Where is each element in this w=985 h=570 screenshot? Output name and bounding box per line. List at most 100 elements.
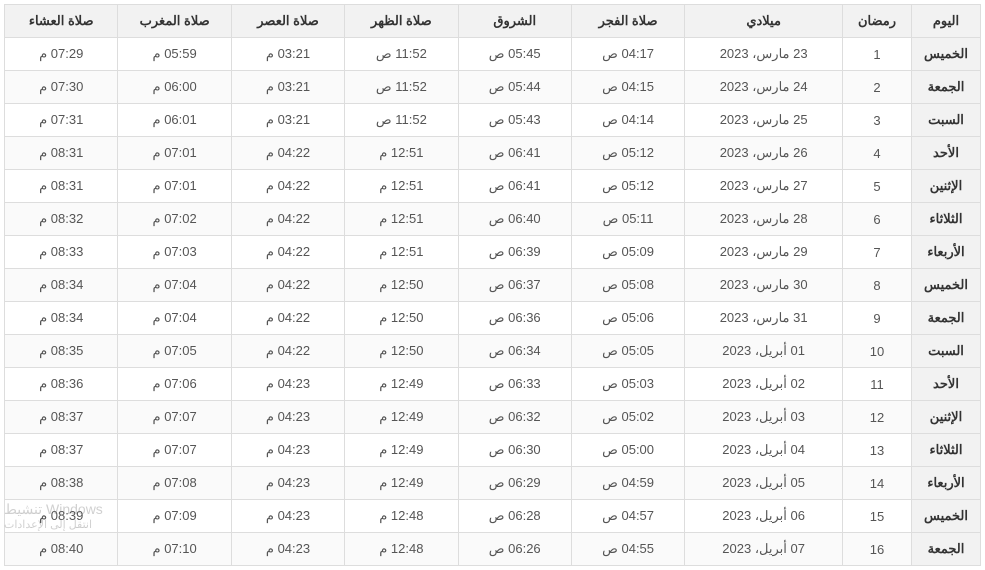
cell-fajr: 05:12 ص <box>571 137 684 170</box>
cell-asr: 03:21 م <box>231 38 344 71</box>
cell-date: 06 أبريل، 2023 <box>685 500 843 533</box>
table-row: الأحد426 مارس، 202305:12 ص06:41 ص12:51 م… <box>5 137 981 170</box>
cell-ramadan: 2 <box>843 71 912 104</box>
cell-dhuhr: 12:49 م <box>345 434 458 467</box>
cell-ramadan: 8 <box>843 269 912 302</box>
table-row: الجمعة931 مارس، 202305:06 ص06:36 ص12:50 … <box>5 302 981 335</box>
cell-fajr: 05:00 ص <box>571 434 684 467</box>
cell-isha: 07:29 م <box>5 38 118 71</box>
table-row: الثلاثاء628 مارس، 202305:11 ص06:40 ص12:5… <box>5 203 981 236</box>
cell-fajr: 04:15 ص <box>571 71 684 104</box>
cell-maghrib: 07:04 م <box>118 302 231 335</box>
cell-isha: 08:35 م <box>5 335 118 368</box>
cell-ramadan: 10 <box>843 335 912 368</box>
table-row: الخميس1506 أبريل، 202304:57 ص06:28 ص12:4… <box>5 500 981 533</box>
cell-day: الثلاثاء <box>912 434 981 467</box>
cell-sunrise: 06:39 ص <box>458 236 571 269</box>
cell-ramadan: 3 <box>843 104 912 137</box>
cell-asr: 04:23 م <box>231 500 344 533</box>
table-header-row: اليومرمضانميلاديصلاة الفجرالشروقصلاة الظ… <box>5 5 981 38</box>
column-header-date: ميلادي <box>685 5 843 38</box>
table-row: الثلاثاء1304 أبريل، 202305:00 ص06:30 ص12… <box>5 434 981 467</box>
cell-ramadan: 16 <box>843 533 912 566</box>
cell-isha: 08:37 م <box>5 401 118 434</box>
cell-sunrise: 05:44 ص <box>458 71 571 104</box>
cell-day: السبت <box>912 104 981 137</box>
cell-ramadan: 12 <box>843 401 912 434</box>
cell-day: الجمعة <box>912 533 981 566</box>
column-header-ramadan: رمضان <box>843 5 912 38</box>
cell-asr: 03:21 م <box>231 104 344 137</box>
cell-maghrib: 07:07 م <box>118 434 231 467</box>
cell-ramadan: 11 <box>843 368 912 401</box>
cell-isha: 07:31 م <box>5 104 118 137</box>
column-header-maghrib: صلاة المغرب <box>118 5 231 38</box>
cell-isha: 07:30 م <box>5 71 118 104</box>
cell-dhuhr: 12:49 م <box>345 401 458 434</box>
cell-asr: 04:22 م <box>231 236 344 269</box>
cell-day: الخميس <box>912 269 981 302</box>
cell-asr: 03:21 م <box>231 71 344 104</box>
cell-maghrib: 07:03 م <box>118 236 231 269</box>
cell-day: الأحد <box>912 137 981 170</box>
cell-dhuhr: 12:51 م <box>345 170 458 203</box>
column-header-fajr: صلاة الفجر <box>571 5 684 38</box>
cell-sunrise: 06:32 ص <box>458 401 571 434</box>
cell-fajr: 05:06 ص <box>571 302 684 335</box>
table-row: السبت1001 أبريل، 202305:05 ص06:34 ص12:50… <box>5 335 981 368</box>
cell-isha: 08:32 م <box>5 203 118 236</box>
cell-maghrib: 07:05 م <box>118 335 231 368</box>
cell-ramadan: 7 <box>843 236 912 269</box>
cell-date: 24 مارس، 2023 <box>685 71 843 104</box>
cell-day: السبت <box>912 335 981 368</box>
cell-dhuhr: 11:52 ص <box>345 104 458 137</box>
cell-day: الجمعة <box>912 71 981 104</box>
cell-maghrib: 07:02 م <box>118 203 231 236</box>
cell-isha: 08:31 م <box>5 170 118 203</box>
cell-date: 23 مارس، 2023 <box>685 38 843 71</box>
cell-dhuhr: 12:51 م <box>345 236 458 269</box>
cell-date: 30 مارس، 2023 <box>685 269 843 302</box>
cell-dhuhr: 11:52 ص <box>345 38 458 71</box>
column-header-sunrise: الشروق <box>458 5 571 38</box>
cell-sunrise: 06:30 ص <box>458 434 571 467</box>
cell-sunrise: 05:43 ص <box>458 104 571 137</box>
cell-sunrise: 06:41 ص <box>458 170 571 203</box>
cell-asr: 04:23 م <box>231 401 344 434</box>
cell-day: الخميس <box>912 38 981 71</box>
cell-fajr: 05:05 ص <box>571 335 684 368</box>
cell-date: 29 مارس، 2023 <box>685 236 843 269</box>
cell-sunrise: 06:40 ص <box>458 203 571 236</box>
cell-date: 01 أبريل، 2023 <box>685 335 843 368</box>
cell-day: الإثنين <box>912 170 981 203</box>
table-row: الأحد1102 أبريل، 202305:03 ص06:33 ص12:49… <box>5 368 981 401</box>
cell-date: 27 مارس، 2023 <box>685 170 843 203</box>
cell-isha: 08:37 م <box>5 434 118 467</box>
cell-sunrise: 06:41 ص <box>458 137 571 170</box>
cell-day: الأحد <box>912 368 981 401</box>
cell-isha: 08:33 م <box>5 236 118 269</box>
cell-date: 26 مارس، 2023 <box>685 137 843 170</box>
cell-sunrise: 06:26 ص <box>458 533 571 566</box>
cell-date: 02 أبريل، 2023 <box>685 368 843 401</box>
cell-sunrise: 06:36 ص <box>458 302 571 335</box>
column-header-day: اليوم <box>912 5 981 38</box>
cell-ramadan: 14 <box>843 467 912 500</box>
cell-maghrib: 05:59 م <box>118 38 231 71</box>
cell-asr: 04:22 م <box>231 137 344 170</box>
cell-fajr: 05:12 ص <box>571 170 684 203</box>
cell-maghrib: 07:01 م <box>118 170 231 203</box>
cell-asr: 04:23 م <box>231 467 344 500</box>
cell-fajr: 04:57 ص <box>571 500 684 533</box>
table-row: الإثنين527 مارس، 202305:12 ص06:41 ص12:51… <box>5 170 981 203</box>
cell-date: 28 مارس، 2023 <box>685 203 843 236</box>
cell-fajr: 04:14 ص <box>571 104 684 137</box>
table-row: الخميس123 مارس، 202304:17 ص05:45 ص11:52 … <box>5 38 981 71</box>
cell-maghrib: 07:01 م <box>118 137 231 170</box>
cell-isha: 08:36 م <box>5 368 118 401</box>
cell-sunrise: 05:45 ص <box>458 38 571 71</box>
cell-sunrise: 06:34 ص <box>458 335 571 368</box>
cell-ramadan: 6 <box>843 203 912 236</box>
prayer-times-table: اليومرمضانميلاديصلاة الفجرالشروقصلاة الظ… <box>4 4 981 566</box>
cell-date: 07 أبريل، 2023 <box>685 533 843 566</box>
